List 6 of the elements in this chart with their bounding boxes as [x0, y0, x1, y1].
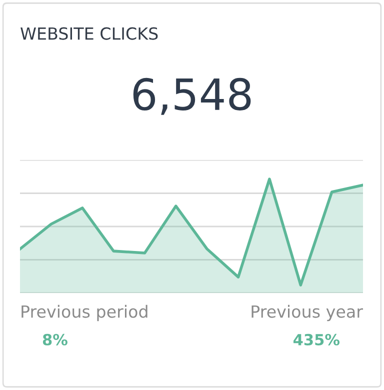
text: 435% — [293, 334, 340, 346]
text: Previous period — [22, 304, 148, 322]
chart-title: WEBSITE CLICKS — [20, 27, 158, 40]
text: Previous year — [252, 304, 363, 322]
text: 6,548 — [133, 78, 251, 115]
text: 8% — [42, 334, 68, 346]
